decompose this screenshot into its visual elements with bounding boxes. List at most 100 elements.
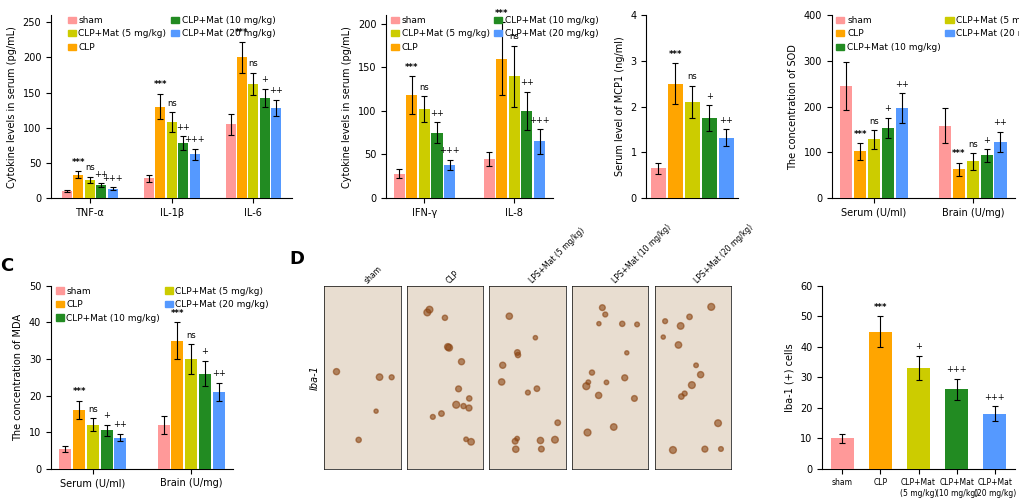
Point (520, 389, 536, 397)
Point (458, 435, 474, 444)
Y-axis label: Iba-1: Iba-1 (310, 365, 320, 390)
Text: B: B (791, 0, 804, 5)
Point (594, 303, 610, 311)
Point (654, 333, 671, 341)
Bar (994, 142, 1006, 198)
Bar (483, 159, 494, 198)
Title: CLP: CLP (444, 269, 461, 285)
Point (692, 370, 708, 379)
Bar (114, 437, 126, 469)
Title: LPS+Mat (5 mg/kg): LPS+Mat (5 mg/kg) (527, 226, 586, 285)
Text: +++: +++ (529, 115, 549, 124)
Text: C: C (0, 257, 13, 275)
Bar (952, 169, 964, 198)
Point (528, 385, 544, 393)
Bar (184, 359, 197, 469)
Point (532, 436, 548, 445)
Bar (979, 156, 991, 198)
Bar (966, 161, 978, 198)
Text: +: + (914, 342, 921, 351)
Bar (155, 106, 165, 198)
Text: ns: ns (868, 117, 878, 126)
Title: sham: sham (362, 264, 383, 285)
Bar (406, 95, 417, 198)
Y-axis label: Cytokine levels in serum (pg/mL): Cytokine levels in serum (pg/mL) (342, 26, 352, 187)
Text: ns: ns (967, 140, 977, 149)
Bar (199, 373, 211, 469)
Text: +: + (103, 411, 110, 420)
Text: ns: ns (508, 32, 519, 41)
Text: ***: *** (952, 149, 965, 158)
Text: A: A (12, 0, 26, 5)
Point (656, 317, 673, 325)
Point (439, 343, 455, 351)
Point (619, 349, 635, 357)
Bar (212, 392, 224, 469)
Point (626, 395, 642, 403)
Bar (868, 332, 891, 469)
Point (681, 313, 697, 321)
Bar (178, 143, 187, 198)
Point (702, 303, 718, 311)
Point (461, 404, 477, 412)
Text: ***: *** (170, 309, 184, 318)
Y-axis label: Serum level of MCP1 (ng/ml): Serum level of MCP1 (ng/ml) (614, 37, 625, 176)
Bar (73, 410, 85, 469)
Point (579, 428, 595, 436)
Text: +: + (261, 76, 268, 84)
Bar (945, 390, 967, 469)
Point (629, 321, 645, 329)
Text: ***: *** (873, 303, 887, 312)
Point (507, 445, 524, 453)
Bar (650, 168, 665, 198)
Text: ***: *** (153, 80, 167, 89)
Bar (880, 128, 893, 198)
Text: ns: ns (687, 73, 696, 82)
Bar (171, 341, 183, 469)
Bar (260, 98, 270, 198)
Point (440, 344, 457, 352)
Text: D: D (289, 250, 305, 268)
Text: ***: *** (405, 62, 418, 72)
Point (436, 314, 452, 322)
Text: ++: ++ (894, 80, 908, 89)
Text: ns: ns (186, 331, 196, 340)
Y-axis label: The concentration of SOD: The concentration of SOD (788, 44, 797, 169)
Point (494, 361, 511, 369)
Point (447, 401, 464, 409)
Text: +: + (202, 347, 208, 356)
Bar (895, 108, 907, 198)
Bar (59, 449, 71, 469)
Point (613, 320, 630, 328)
Point (615, 374, 632, 382)
Point (583, 368, 599, 376)
Point (669, 341, 686, 349)
Bar (85, 180, 95, 198)
Point (578, 382, 594, 390)
Text: ***: *** (667, 49, 682, 58)
Point (673, 393, 689, 401)
Point (687, 361, 703, 369)
Point (371, 373, 387, 381)
Text: +++: +++ (184, 135, 205, 144)
Bar (701, 118, 716, 198)
Bar (73, 175, 84, 198)
Text: ns: ns (88, 405, 98, 414)
Point (709, 419, 726, 427)
Bar (853, 151, 865, 198)
Y-axis label: Cytokine levels in serum (pg/mL): Cytokine levels in serum (pg/mL) (7, 26, 17, 187)
Text: ++: ++ (520, 78, 533, 87)
Bar (534, 142, 544, 198)
Text: ++: ++ (430, 109, 443, 117)
Text: +: + (705, 92, 712, 101)
Legend: sham, CLP+Mat (5 mg/kg), CLP, CLP+Mat (10 mg/kg), CLP+Mat (20 mg/kg): sham, CLP+Mat (5 mg/kg), CLP, CLP+Mat (1… (390, 16, 598, 52)
Bar (495, 58, 506, 198)
Bar (840, 86, 852, 198)
Point (527, 334, 543, 342)
Title: LPS+Mat (10 mg/kg): LPS+Mat (10 mg/kg) (609, 223, 672, 285)
Text: ***: *** (494, 9, 508, 18)
Text: ++: ++ (113, 420, 127, 429)
Point (712, 445, 729, 453)
Bar (144, 178, 154, 198)
Bar (431, 133, 442, 198)
